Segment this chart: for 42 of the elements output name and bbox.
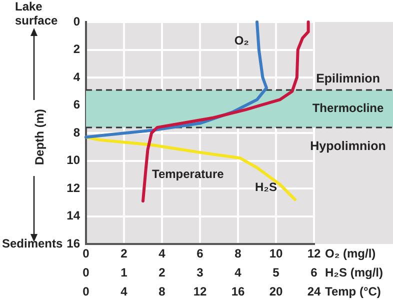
x2-tick-label: 5 (272, 266, 280, 280)
y-tick-label: 16 (66, 236, 80, 250)
y-tick-label: 6 (73, 98, 80, 112)
text: Sediments (2, 236, 64, 250)
x2-axis-title: H₂S (mg/l) (325, 265, 383, 280)
x-tick-label: 6 (196, 246, 204, 261)
x-tick-label: 4 (158, 246, 166, 261)
x-tick-label: 0 (82, 284, 90, 299)
x2-tick-label: 0 (82, 266, 90, 280)
text: Epilimnion (316, 71, 380, 86)
series-label: Temperature (152, 166, 224, 181)
x-tick-label: 0 (82, 246, 90, 261)
x-axis-title: O₂ (mg/l) (325, 246, 376, 260)
y-tick-label: 10 (66, 153, 80, 168)
y-tick-label: 0 (73, 14, 80, 28)
x-tick-label: 10 (269, 246, 283, 261)
x-tick-label: 12 (307, 246, 321, 261)
x-axis-title: Temp (°C) (325, 284, 381, 298)
x-tick-label: 4 (120, 284, 128, 299)
x-tick-label: 20 (269, 284, 283, 299)
x2-tick-label: 6 (310, 266, 318, 280)
x2-tick-label: 3 (196, 266, 204, 280)
y-axis-title: Depth (m) (32, 109, 46, 165)
x-tick-label: 8 (158, 284, 166, 299)
text: Lake surface (15, 0, 58, 28)
annotation: Hypolimnion (310, 138, 386, 153)
y-tick-label: 4 (73, 70, 80, 84)
y-tick-label: 14 (66, 208, 80, 223)
x-tick-label: 8 (234, 246, 242, 261)
y-tick-label: 8 (73, 125, 80, 140)
band-label: Thermocline (312, 101, 384, 116)
x2-tick-label: 4 (234, 266, 242, 280)
series-label: H₂S (254, 180, 277, 194)
x2-tick-label: 1 (120, 266, 128, 280)
x2-tick-label: 2 (158, 266, 166, 280)
x-tick-label: 12 (193, 284, 207, 299)
x-tick-label: 16 (231, 284, 245, 299)
x-tick-label: 24 (307, 284, 321, 299)
series-label: O₂ (234, 34, 249, 48)
x-tick-label: 2 (120, 246, 128, 261)
y-tick-label: 12 (66, 180, 80, 195)
y-tick-label: 2 (73, 42, 80, 56)
